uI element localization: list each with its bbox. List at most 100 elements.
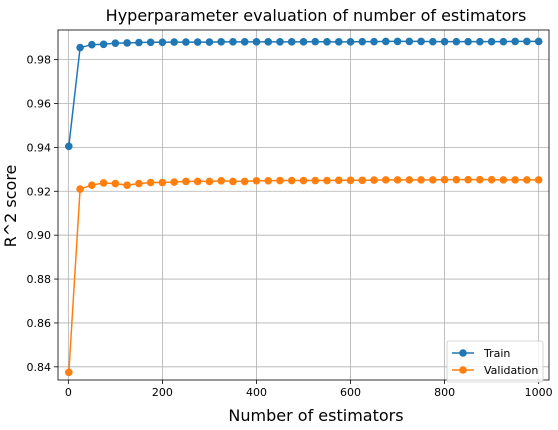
data-point-validation — [111, 179, 120, 188]
data-point-train — [370, 37, 378, 46]
data-point-validation — [135, 179, 143, 188]
data-point-validation — [476, 175, 484, 184]
data-point-train — [499, 37, 508, 46]
data-point-train — [417, 37, 425, 46]
data-point-validation — [65, 368, 73, 377]
legend-validation-marker — [459, 366, 467, 374]
data-point-train — [276, 38, 284, 46]
y-tick-label: 0.92 — [27, 185, 52, 198]
data-point-validation — [511, 176, 519, 184]
data-point-validation — [346, 176, 355, 185]
data-point-validation — [440, 175, 449, 184]
data-point-validation — [182, 177, 190, 186]
legend-validation-label: Validation — [484, 364, 538, 377]
y-tick-label: 0.98 — [27, 54, 52, 67]
legend-train-marker — [459, 349, 467, 357]
series-line-train — [68, 40, 539, 147]
legend-box — [446, 340, 544, 383]
data-point-train — [464, 37, 472, 46]
x-tick-label: 600 — [340, 386, 361, 399]
data-point-validation — [311, 176, 320, 185]
y-tick-label: 0.86 — [27, 317, 52, 330]
data-point-validation — [334, 176, 343, 185]
data-point-validation — [123, 181, 131, 189]
data-point-validation — [464, 175, 472, 184]
x-axis-label: Number of estimators — [228, 406, 403, 425]
data-point-validation — [264, 176, 273, 185]
data-point-validation — [299, 176, 308, 185]
data-point-validation — [205, 177, 214, 186]
y-tick-label: 0.84 — [27, 361, 52, 374]
data-point-validation — [170, 178, 178, 186]
data-point-validation — [405, 176, 414, 184]
x-tick-label: 1000 — [525, 386, 553, 399]
data-point-validation — [276, 176, 284, 185]
data-point-train — [523, 37, 531, 46]
data-point-validation — [523, 176, 531, 184]
data-point-validation — [487, 175, 496, 184]
data-point-train — [323, 38, 331, 46]
axes: 0 200 400 600 800 1000 0.84 0.86 0.88 0.90 0.92 0.9… — [27, 29, 553, 399]
y-tick-label: 0.94 — [27, 141, 52, 154]
data-point-train — [65, 142, 73, 151]
x-tick-label: 200 — [152, 386, 173, 399]
data-point-train — [264, 38, 273, 46]
grid — [58, 30, 549, 380]
data-point-train — [123, 39, 131, 47]
data-point-train — [252, 38, 261, 46]
data-point-train — [99, 40, 108, 49]
plot-frame — [57, 29, 550, 381]
data-point-validation — [158, 178, 167, 187]
data-point-train — [452, 37, 461, 46]
data-point-train — [534, 37, 543, 46]
data-point-validation — [76, 185, 84, 193]
data-point-train — [229, 38, 237, 46]
y-tick-label: 0.90 — [27, 229, 52, 242]
data-point-train — [217, 38, 225, 46]
data-point-train — [382, 37, 390, 46]
data-point-train — [111, 39, 120, 47]
legend-train-label: Train — [483, 347, 510, 360]
data-point-validation — [217, 176, 225, 185]
data-point-train — [393, 37, 402, 46]
data-point-validation — [146, 178, 155, 187]
data-point-validation — [382, 176, 390, 184]
data-point-train — [182, 38, 190, 46]
data-point-train — [487, 37, 496, 46]
data-point-train — [311, 37, 320, 46]
data-point-validation — [429, 176, 437, 184]
data-point-validation — [499, 176, 508, 184]
series-layer — [65, 37, 543, 377]
data-point-train — [429, 37, 437, 46]
data-point-train — [146, 38, 155, 47]
series-train — [65, 37, 543, 151]
y-tick-label: 0.96 — [27, 98, 52, 111]
data-point-validation — [534, 176, 543, 184]
data-point-validation — [287, 176, 296, 185]
x-tick-label: 0 — [65, 386, 72, 399]
data-point-validation — [452, 175, 461, 184]
legend: Train Validation — [446, 340, 544, 383]
data-point-train — [334, 38, 343, 46]
chart-title: Hyperparameter evaluation of number of e… — [106, 6, 527, 25]
data-point-validation — [240, 177, 249, 186]
series-validation — [65, 175, 543, 377]
data-point-train — [205, 38, 214, 46]
data-point-validation — [229, 177, 237, 186]
x-tick-label: 800 — [434, 386, 455, 399]
data-point-train — [135, 38, 143, 47]
data-point-train — [158, 38, 167, 47]
data-point-validation — [193, 177, 202, 186]
data-point-train — [476, 37, 484, 46]
data-point-validation — [323, 176, 331, 185]
data-point-train — [287, 38, 296, 46]
data-point-validation — [252, 176, 261, 185]
data-point-train — [88, 40, 96, 49]
data-point-train — [511, 37, 519, 46]
data-point-validation — [370, 176, 378, 184]
data-point-train — [299, 38, 308, 46]
data-point-train — [358, 37, 367, 46]
data-point-validation — [393, 176, 402, 184]
data-point-train — [405, 37, 414, 46]
